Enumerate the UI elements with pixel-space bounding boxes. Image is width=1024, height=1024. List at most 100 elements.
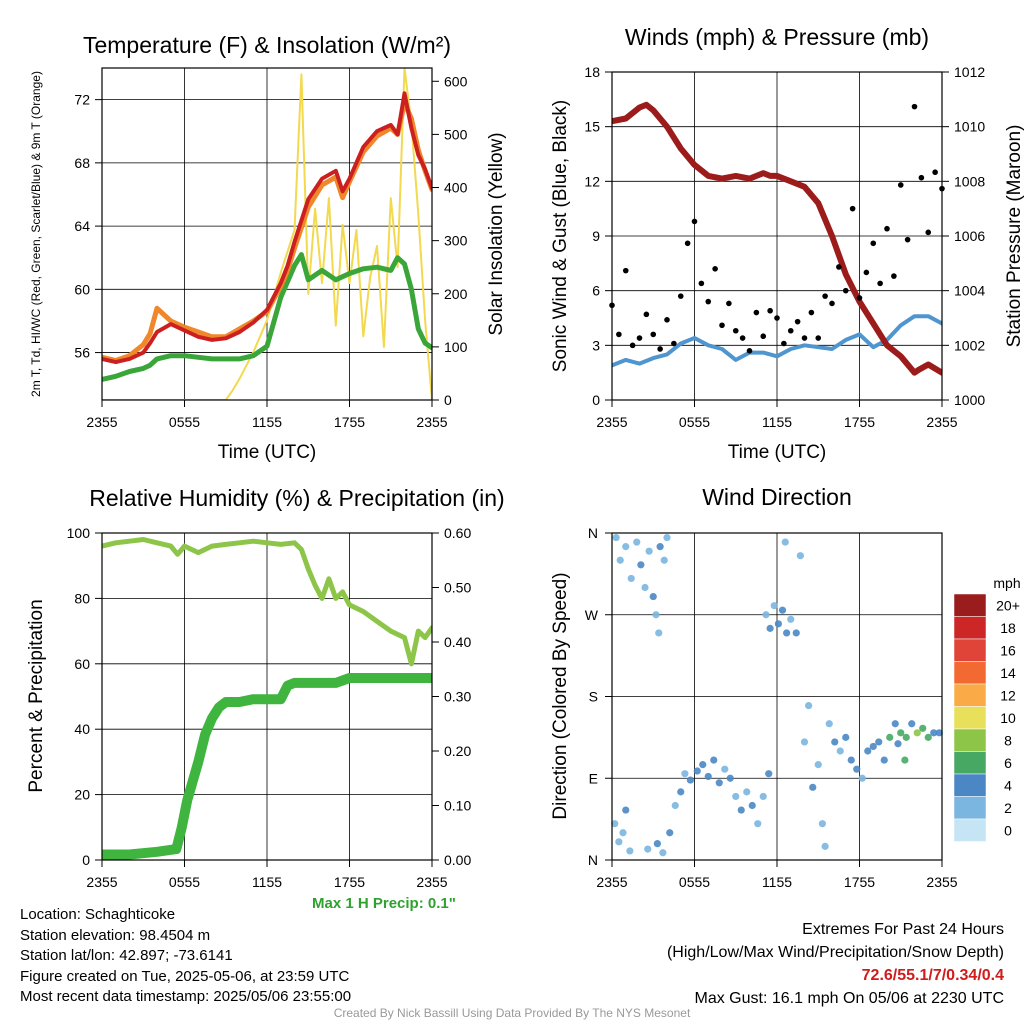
gust-point (616, 331, 622, 338)
y-tick-label-right: 300 (444, 233, 468, 249)
legend-label: 14 (1000, 665, 1016, 681)
x-tick-label: 2355 (926, 874, 957, 890)
gust-point (746, 348, 753, 354)
direction-point (858, 774, 866, 782)
gust-point (650, 331, 657, 338)
direction-point (626, 847, 634, 855)
direction-point (869, 742, 877, 751)
gust-point (657, 346, 663, 352)
direction-point (759, 792, 767, 801)
x-tick-label: 0555 (679, 414, 710, 430)
direction-point (611, 820, 619, 828)
y-tick-label: N (588, 525, 598, 541)
direction-point (897, 729, 905, 737)
y-axis-label-left: Direction (Colored By Speed) (550, 572, 571, 819)
legend-swatch (953, 638, 987, 662)
direction-point (616, 556, 624, 564)
direction-point (637, 561, 645, 569)
direction-point (726, 774, 734, 782)
y-tick-label: 12 (584, 173, 600, 189)
y-tick-label: 56 (74, 345, 90, 361)
gust-point (842, 287, 849, 294)
direction-point (655, 629, 663, 637)
y-tick-label-right: 0.50 (444, 580, 471, 596)
legend-swatch (953, 796, 987, 820)
legend-swatch (953, 773, 987, 797)
direction-point (924, 733, 932, 741)
gust-point (815, 335, 822, 341)
direction-point (821, 842, 829, 850)
y-tick-label-right: 0.60 (444, 525, 471, 541)
y-tick-label-right: 600 (444, 73, 468, 89)
direction-point (659, 849, 667, 857)
direction-point (652, 611, 660, 619)
direction-point (619, 829, 627, 837)
gust-point (622, 267, 629, 274)
direction-point (836, 747, 844, 755)
max-precip-annotation: Max 1 H Precip: 0.1" (312, 895, 456, 912)
direction-point (612, 533, 620, 542)
x-tick-label: 1155 (762, 874, 792, 890)
legend-swatch (953, 706, 987, 730)
y-tick-label-right: 0.10 (444, 798, 471, 814)
direction-point (842, 733, 850, 741)
direction-point (847, 756, 855, 764)
legend-label: 20+ (996, 597, 1020, 613)
gust-point (691, 218, 698, 225)
legend-swatch (953, 616, 987, 640)
y-axis-label-right: Station Pressure (Maroon) (1004, 125, 1024, 348)
direction-point (809, 783, 817, 791)
direction-point (814, 761, 822, 769)
direction-point (864, 747, 872, 755)
direction-point (792, 629, 800, 637)
direction-point (715, 779, 723, 787)
gust-point (794, 318, 801, 325)
direction-point (875, 738, 883, 746)
direction-point (901, 756, 909, 764)
direction-point (644, 845, 652, 853)
x-tick-label: 1155 (252, 874, 282, 890)
direction-point (781, 538, 789, 546)
gust-point (911, 103, 918, 110)
direction-point (737, 806, 745, 814)
y-tick-label-right: 0 (444, 392, 452, 408)
legend-swatch (953, 683, 987, 707)
station-latlon: Station lat/lon: 42.897; -73.6141 (20, 947, 233, 964)
direction-point (645, 547, 653, 555)
gust-point (671, 340, 677, 347)
gust-point (877, 280, 883, 287)
direction-point (913, 729, 921, 737)
x-tick-label: 0555 (169, 414, 200, 430)
y-tick-label-right: 1004 (954, 283, 985, 299)
chart-title-temperature: Temperature (F) & Insolation (W/m²) (83, 32, 451, 58)
y-tick-label: 80 (74, 590, 90, 606)
y-tick-label: 20 (74, 787, 90, 803)
gust-point (787, 327, 794, 334)
gust-point (932, 169, 938, 176)
credit-line: Created By Nick Bassill Using Data Provi… (333, 1006, 691, 1020)
direction-point (671, 801, 679, 810)
direction-point (891, 720, 899, 728)
station-elevation: Station elevation: 98.4504 m (20, 926, 211, 944)
direction-point (774, 620, 782, 628)
y-tick-label: 72 (74, 92, 90, 108)
direction-point (627, 574, 635, 583)
y-tick-label: 68 (74, 155, 90, 171)
gust-point (719, 322, 725, 329)
direction-point (641, 583, 649, 592)
direction-point (908, 720, 916, 728)
legend-swatch (953, 818, 987, 842)
chart-title-winds: Winds (mph) & Pressure (mb) (625, 24, 929, 50)
legend-swatch (953, 728, 987, 752)
x-tick-label: 2355 (596, 414, 627, 430)
extremes-values: 72.6/55.1/7/0.34/0.4 (861, 967, 1004, 984)
direction-point (930, 729, 938, 737)
series-2m-t (102, 91, 432, 365)
direction-point (693, 767, 701, 775)
y-tick-label: 6 (592, 283, 600, 299)
direction-point (660, 556, 668, 564)
gust-point (870, 240, 877, 247)
y-tick-label: N (588, 852, 598, 868)
legend-swatch (953, 661, 987, 685)
figure-created: Figure created on Tue, 2025-05-06, at 23… (20, 967, 350, 985)
